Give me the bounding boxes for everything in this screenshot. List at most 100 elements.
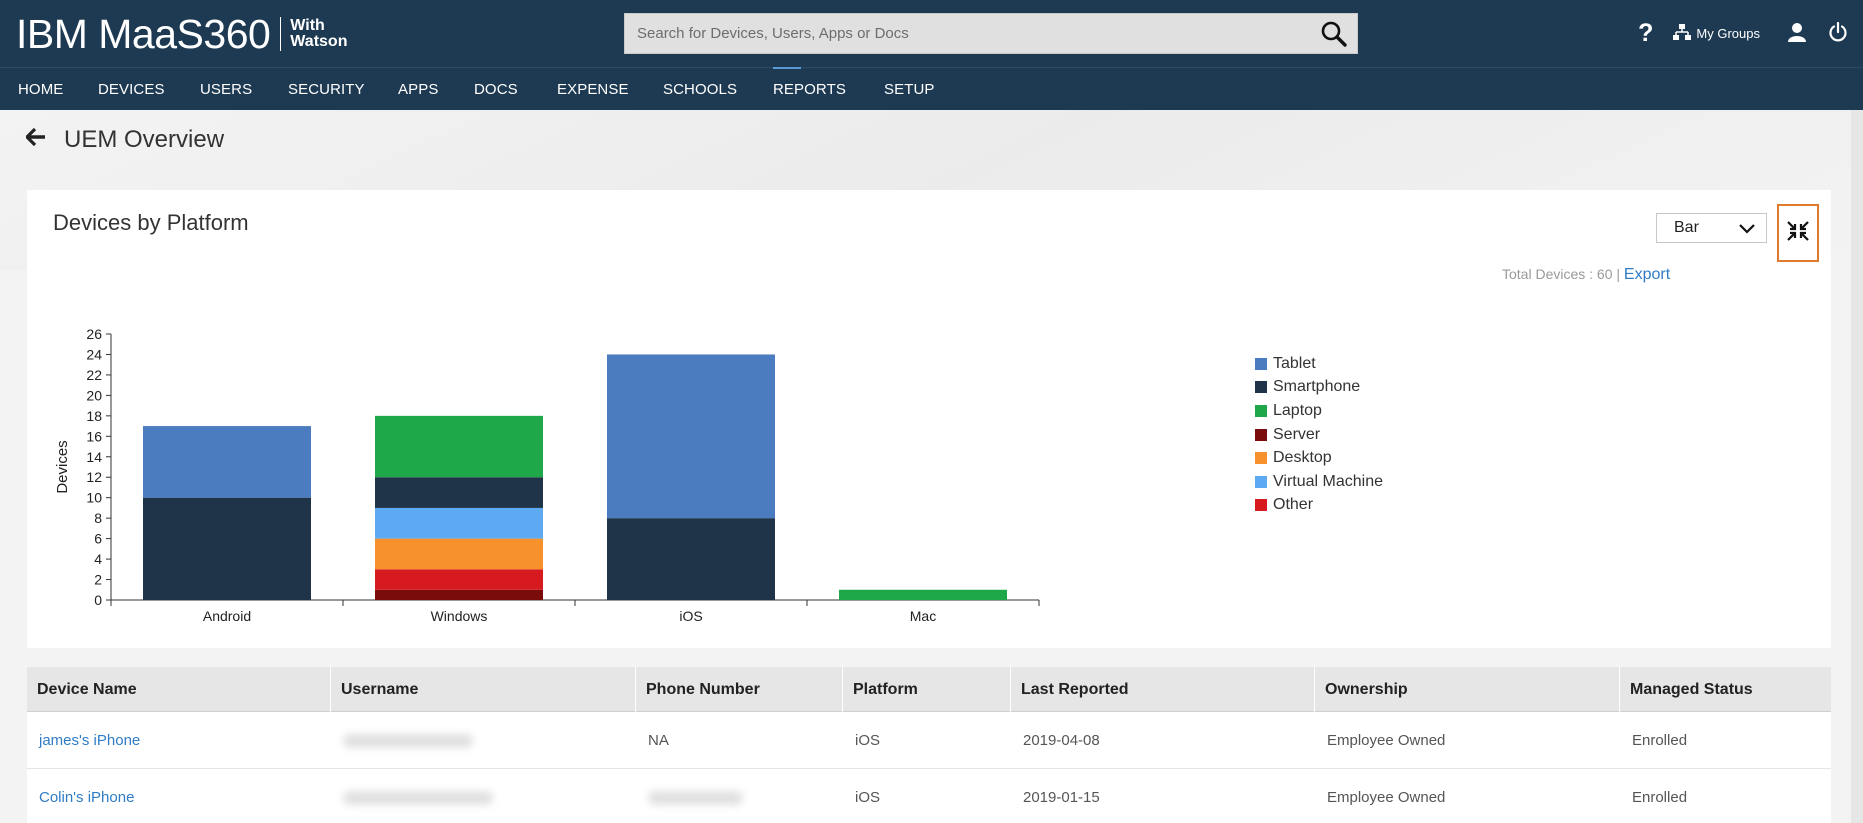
bar-segment-windows-laptop — [375, 415, 543, 478]
brand-subtitle: With Watson — [290, 17, 348, 50]
column-header-managed-status[interactable]: Managed Status — [1630, 680, 1753, 698]
y-tick-label: 26 — [86, 326, 102, 342]
table-row[interactable]: Colin's iPhone iOS 2019-01-15 Employee O… — [27, 769, 1831, 823]
column-header-platform[interactable]: Platform — [843, 667, 1011, 712]
ownership-cell: Employee Owned — [1327, 789, 1446, 806]
search-icon[interactable] — [1311, 14, 1357, 53]
nav-devices[interactable]: DEVICES — [98, 81, 165, 98]
legend-swatch — [1255, 428, 1267, 441]
help-button[interactable]: ? — [1638, 19, 1654, 47]
y-tick-label: 14 — [86, 449, 102, 465]
legend-item[interactable]: Smartphone — [1255, 376, 1383, 400]
back-arrow-icon[interactable] — [24, 127, 46, 151]
chevron-down-icon — [1739, 222, 1755, 240]
y-tick-label: 2 — [94, 572, 102, 588]
top-header: IBM MaaS360 With Watson ? — [0, 0, 1863, 67]
chart-type-select[interactable]: Bar — [1656, 213, 1767, 243]
y-tick-label: 0 — [94, 592, 102, 608]
phone-number-redacted — [648, 790, 743, 805]
managed-status-cell: Enrolled — [1632, 732, 1688, 749]
nav-setup[interactable]: SETUP — [884, 81, 935, 98]
card-title: Devices by Platform — [53, 210, 249, 235]
total-devices-label: Total Devices : 60 | — [1502, 266, 1621, 282]
username-redacted — [343, 733, 473, 748]
device-name-link[interactable]: james's iPhone — [39, 732, 141, 749]
legend-swatch — [1255, 499, 1267, 512]
legend-item[interactable]: Desktop — [1255, 446, 1383, 470]
y-tick-label: 6 — [94, 531, 102, 547]
logout-button[interactable] — [1828, 21, 1848, 45]
collapse-button[interactable] — [1777, 204, 1819, 262]
column-header-phone-number[interactable]: Phone Number — [636, 667, 843, 712]
legend-item[interactable]: Virtual Machine — [1255, 470, 1383, 494]
x-tick-label: Windows — [431, 608, 488, 624]
y-tick-label: 16 — [86, 428, 102, 444]
last-reported-cell: 2019-01-15 — [1023, 789, 1100, 806]
groups-icon — [1673, 23, 1692, 44]
legend-label: Laptop — [1273, 401, 1322, 419]
x-tick-label: iOS — [679, 608, 702, 624]
bar-segment-mac-laptop — [839, 589, 1007, 600]
global-search — [624, 13, 1358, 54]
devices-by-platform-card: Devices by Platform Bar — [27, 190, 1831, 648]
nav-expense[interactable]: EXPENSE — [557, 81, 629, 98]
nav-docs[interactable]: DOCS — [474, 81, 518, 98]
column-header-username[interactable]: Username — [331, 667, 636, 712]
nav-reports[interactable]: REPORTS — [773, 81, 846, 98]
search-input[interactable] — [625, 14, 1311, 53]
my-groups-label: My Groups — [1696, 26, 1760, 41]
nav-schools[interactable]: SCHOOLS — [663, 81, 738, 98]
bar-segment-ios-tablet — [607, 354, 775, 519]
main-nav: HOME DEVICES USERS SECURITY APPS DOCS EX… — [0, 67, 1863, 110]
y-tick-label: 8 — [94, 510, 102, 526]
y-tick-label: 12 — [86, 469, 102, 485]
y-tick-label: 10 — [86, 490, 102, 506]
legend-label: Desktop — [1273, 449, 1332, 467]
export-link[interactable]: Export — [1623, 266, 1671, 283]
column-header-last-reported[interactable]: Last Reported — [1011, 667, 1315, 712]
legend-item[interactable]: Tablet — [1255, 352, 1383, 376]
column-header-device-name[interactable]: Device Name — [27, 667, 331, 712]
nav-apps[interactable]: APPS — [398, 81, 439, 98]
devices-table: Device Name Username Phone Number Platfo… — [27, 667, 1831, 823]
platform-cell: iOS — [855, 732, 881, 749]
legend-item[interactable]: Server — [1255, 423, 1383, 447]
legend-label: Virtual Machine — [1273, 472, 1383, 490]
y-tick-label: 24 — [86, 346, 102, 362]
page-scrollbar[interactable] — [1851, 110, 1863, 823]
device-name-link[interactable]: Colin's iPhone — [39, 789, 135, 806]
bar-segment-windows-server — [375, 589, 543, 600]
bar-segment-windows-virtual-machine — [375, 507, 543, 539]
bar-segment-ios-smartphone — [607, 518, 775, 600]
chart-legend: Tablet Smartphone Laptop Server Desktop Virtu… — [1255, 352, 1383, 517]
bar-segment-windows-other — [375, 569, 543, 590]
user-profile-button[interactable] — [1788, 22, 1806, 45]
y-axis-label: Devices — [54, 440, 71, 493]
table-header: Device Name Username Phone Number Platfo… — [27, 667, 1831, 712]
column-header-ownership[interactable]: Ownership — [1315, 667, 1620, 712]
table-row[interactable]: james's iPhone NA iOS 2019-04-08 Employe… — [27, 712, 1831, 769]
bar-segment-windows-desktop — [375, 538, 543, 570]
managed-status-cell: Enrolled — [1632, 789, 1688, 806]
bar-segment-android-tablet — [143, 426, 311, 498]
platform-cell: iOS — [855, 789, 881, 806]
last-reported-cell: 2019-04-08 — [1023, 732, 1100, 749]
legend-swatch — [1255, 452, 1267, 465]
legend-label: Other — [1273, 496, 1314, 514]
brand-divider — [280, 17, 282, 51]
page-title: UEM Overview — [64, 126, 225, 153]
collapse-icon — [1787, 220, 1809, 246]
brand-logo[interactable]: IBM MaaS360 With Watson — [16, 12, 360, 56]
x-tick-label: Mac — [910, 608, 936, 624]
legend-item[interactable]: Other — [1255, 494, 1383, 518]
total-devices: Total Devices : 60 | Export — [1502, 266, 1670, 284]
legend-swatch — [1255, 357, 1267, 370]
my-groups-button[interactable]: My Groups — [1673, 23, 1760, 44]
nav-home[interactable]: HOME — [18, 81, 64, 98]
nav-users[interactable]: USERS — [200, 81, 253, 98]
nav-security[interactable]: SECURITY — [288, 81, 365, 98]
legend-label: Smartphone — [1273, 378, 1361, 396]
x-tick-label: Android — [203, 608, 251, 624]
legend-item[interactable]: Laptop — [1255, 399, 1383, 423]
